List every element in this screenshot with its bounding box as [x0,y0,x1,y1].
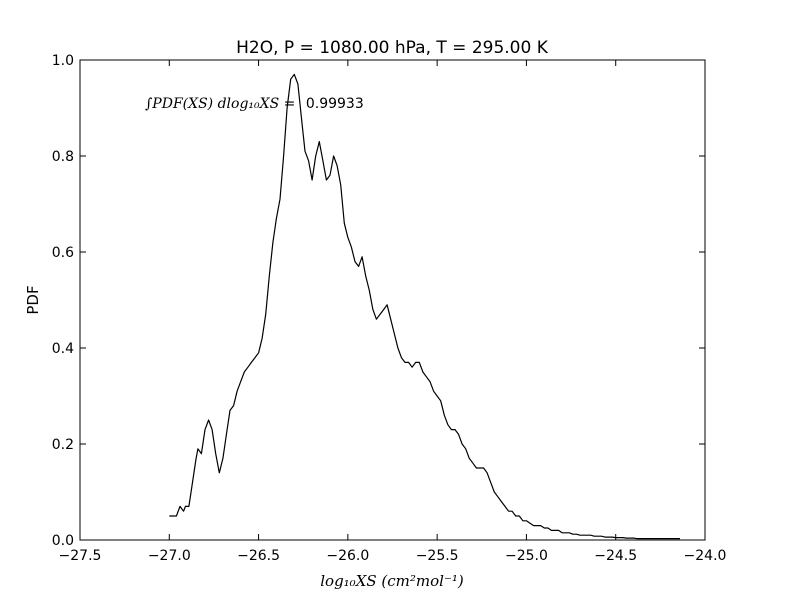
y-tick-label: 0.0 [52,533,74,549]
integral-value: 0.99933 [306,96,364,112]
y-tick-label: 0.8 [52,149,74,165]
y-axis-label: PDF [24,285,42,314]
x-tick-label: −25.5 [416,548,459,564]
x-tick-label: −27.0 [148,548,191,564]
x-tick-label: −26.0 [326,548,369,564]
y-tick-label: 0.4 [52,341,74,357]
y-tick-label: 1.0 [52,53,74,69]
y-axis: 0.0 0.2 0.4 0.6 0.8 1.0 [52,53,705,549]
x-tick-label: −25.0 [505,548,548,564]
integral-annotation: ∫PDF(XS) dlog₁₀XS = 0.99933 [145,96,364,112]
series-layer [169,73,680,540]
series-line [169,73,680,540]
y-tick-label: 0.6 [52,245,74,261]
y-tick-label: 0.2 [52,437,74,453]
x-tick-label: −27.5 [59,548,102,564]
x-tick-label: −24.5 [594,548,637,564]
x-axis-label: log₁₀XS (cm²mol⁻¹) [320,572,464,590]
chart-title: H2O, P = 1080.00 hPa, T = 295.00 K [236,38,549,58]
x-axis: −27.5 −27.0 −26.5 −26.0 −25.5 −25.0 −24.5 −24.0 [59,60,727,564]
plot-area-frame [79,59,706,541]
x-tick-label: −26.5 [237,548,280,564]
x-tick-label: −24.0 [684,548,727,564]
integral-formula: ∫PDF(XS) dlog₁₀XS = [145,96,295,112]
